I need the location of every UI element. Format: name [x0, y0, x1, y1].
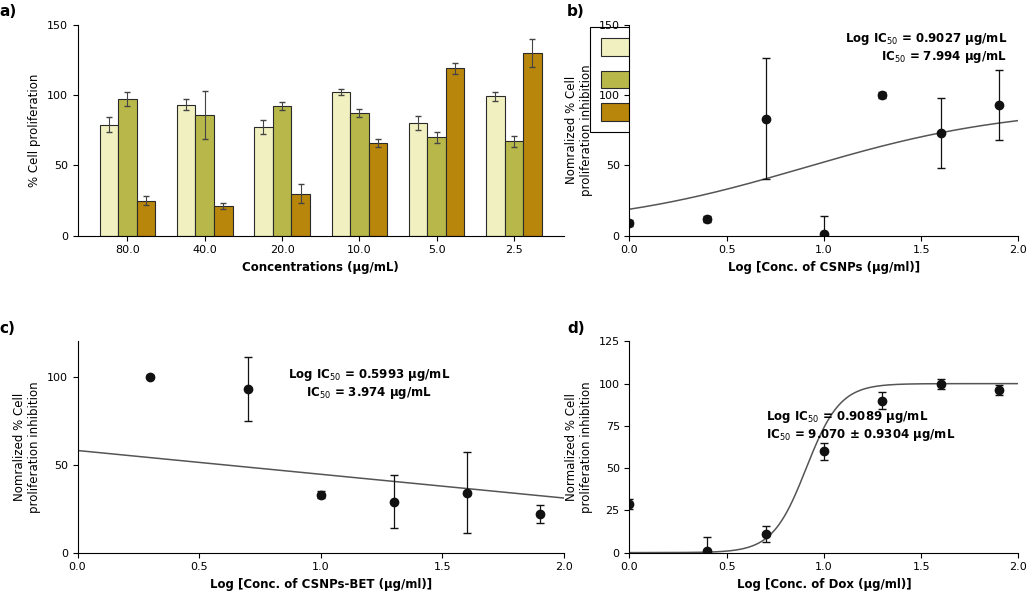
Bar	[177, 105, 195, 236]
Legend: CSNPs, CSNPs-BET, DOX: CSNPs, CSNPs-BET, DOX	[589, 26, 722, 132]
Bar	[523, 53, 542, 236]
Bar	[351, 113, 368, 236]
Bar	[136, 201, 155, 236]
X-axis label: Concentrations (μg/mL): Concentrations (μg/mL)	[242, 261, 399, 274]
Bar	[408, 123, 427, 236]
Bar	[99, 125, 118, 236]
X-axis label: Log [Conc. of CSNPs (μg/ml)]: Log [Conc. of CSNPs (μg/ml)]	[728, 261, 920, 274]
Y-axis label: Nomralized % Cell
proliferation inhibition: Nomralized % Cell proliferation inhibiti…	[13, 381, 41, 513]
Text: Log IC$_{50}$ = 0.9089 μg/mL
IC$_{50}$ = 9.070 ± 0.9304 μg/mL: Log IC$_{50}$ = 0.9089 μg/mL IC$_{50}$ =…	[765, 409, 955, 443]
Text: Log IC$_{50}$ = 0.5993 μg/mL
IC$_{50}$ = 3.974 μg/mL: Log IC$_{50}$ = 0.5993 μg/mL IC$_{50}$ =…	[288, 367, 451, 401]
Bar	[273, 106, 292, 236]
X-axis label: Log [Conc. of Dox (μg/ml)]: Log [Conc. of Dox (μg/ml)]	[736, 578, 911, 591]
Text: a): a)	[0, 4, 17, 19]
Bar	[368, 143, 387, 236]
Bar	[332, 92, 351, 236]
Bar	[486, 96, 505, 236]
Y-axis label: % Cell proliferation: % Cell proliferation	[28, 74, 41, 187]
Bar	[254, 127, 273, 236]
Bar	[195, 115, 214, 236]
Bar	[292, 193, 310, 236]
Bar	[427, 137, 446, 236]
Text: d): d)	[568, 321, 585, 336]
Y-axis label: Nomralized % Cell
proliferation inhibition: Nomralized % Cell proliferation inhibiti…	[566, 64, 594, 196]
Bar	[118, 99, 136, 236]
Y-axis label: Normalized % Cell
proliferation inhibition: Normalized % Cell proliferation inhibiti…	[565, 381, 594, 513]
Bar	[214, 206, 233, 236]
Bar	[505, 141, 523, 236]
Text: c): c)	[0, 321, 16, 336]
Text: b): b)	[568, 4, 585, 19]
Text: Log IC$_{50}$ = 0.9027 μg/mL
IC$_{50}$ = 7.994 μg/mL: Log IC$_{50}$ = 0.9027 μg/mL IC$_{50}$ =…	[845, 31, 1007, 65]
X-axis label: Log [Conc. of CSNPs-BET (μg/ml)]: Log [Conc. of CSNPs-BET (μg/ml)]	[210, 578, 432, 591]
Bar	[446, 68, 464, 236]
